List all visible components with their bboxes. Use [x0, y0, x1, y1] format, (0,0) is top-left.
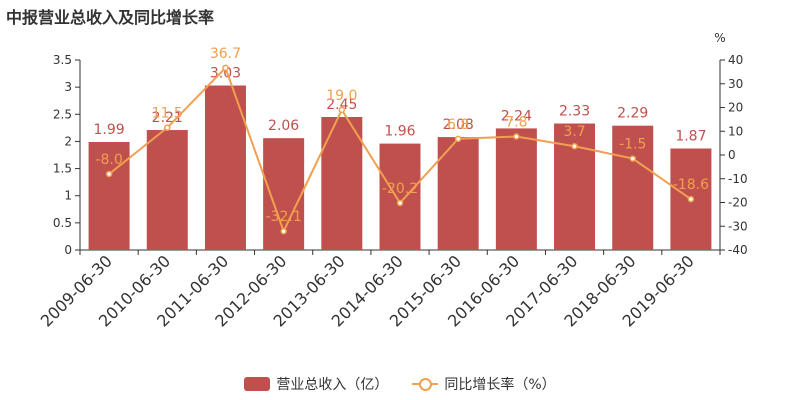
x-tick-labels: 2009-06-302010-06-302011-06-302012-06-30… — [37, 251, 698, 330]
bar-value-label: 3.03 — [210, 66, 241, 82]
bar-value-label: 2.08 — [443, 117, 474, 133]
line-point — [396, 199, 404, 207]
line-value-label: -8.0 — [95, 152, 122, 168]
legend-label-revenue: 营业总收入（亿） — [276, 377, 389, 393]
bar-value-label: 2.33 — [559, 104, 590, 120]
line-value-label: -18.6 — [673, 177, 709, 193]
y-left-tick-label: 0.5 — [53, 216, 72, 230]
line-point — [338, 106, 346, 114]
line-value-label: -1.5 — [619, 137, 646, 153]
line-data-labels: -8.0 11.5 36.7 -32.1 19.0 -20.2 6.8 7.8 3.7 -1.5 -… — [95, 46, 709, 225]
line-point — [164, 124, 171, 131]
bar — [495, 128, 537, 250]
y-right-tick-label: 10 — [728, 124, 743, 138]
bar-value-label: 2.06 — [268, 118, 299, 134]
bar-data-labels: 1.99 2.21 3.03 2.06 2.45 1.96 2.08 2.24 2.33 2.29… — [94, 66, 707, 145]
legend-item-revenue[interactable]: 营业总收入（亿） — [244, 374, 388, 394]
line-value-label: 36.7 — [210, 46, 241, 62]
bar-value-label: 1.87 — [675, 128, 706, 144]
bar-series — [88, 85, 712, 250]
y-left-tick-label: 1 — [64, 189, 72, 203]
bar — [204, 85, 246, 250]
y-right-tick-label: -10 — [728, 172, 748, 186]
bar — [612, 125, 654, 250]
y-right-tick-label: -30 — [728, 219, 748, 233]
legend-swatch-revenue — [244, 377, 271, 391]
bar — [321, 117, 363, 250]
bar — [88, 141, 130, 250]
bar — [554, 123, 596, 250]
bar-value-label: 2.21 — [152, 110, 183, 126]
legend-label-growth: 同比增长率（%） — [444, 377, 556, 393]
y-right-tick-label: -20 — [728, 196, 748, 210]
bar — [146, 130, 188, 250]
y-right-tick-label: 40 — [728, 53, 743, 67]
line-value-label: 11.5 — [152, 106, 183, 122]
y-right-tick-label: -40 — [728, 243, 748, 257]
y-left-tick-label: 2.5 — [53, 107, 72, 121]
y-right-tick-label: 0 — [728, 148, 736, 162]
y-right-tick-label: 30 — [728, 77, 743, 91]
line-point — [280, 227, 287, 235]
bar-value-label: 1.99 — [94, 122, 125, 138]
line-value-label: 7.8 — [505, 114, 527, 130]
line-series — [105, 64, 695, 235]
line-value-label: 3.7 — [563, 124, 585, 140]
line-point — [629, 155, 636, 162]
line-value-label: -32.1 — [266, 209, 302, 225]
line-point — [571, 142, 578, 150]
page-title: 中报营业总收入及同比增长率 — [6, 8, 215, 27]
legend-swatch-growth — [412, 377, 439, 391]
line-point — [454, 135, 462, 143]
y-left-tick-label: 0 — [64, 243, 72, 257]
legend-item-growth[interactable]: 同比增长率（%） — [412, 374, 556, 394]
line-point — [105, 170, 113, 178]
line-point — [687, 195, 695, 203]
bar-value-label: 2.45 — [326, 97, 357, 113]
bar — [437, 137, 479, 250]
line-point — [222, 64, 229, 72]
y-right-unit-label: % — [714, 31, 725, 45]
y-left-tick-label: 3.5 — [53, 53, 72, 67]
bar-value-label: 2.29 — [617, 106, 648, 122]
bar — [379, 143, 421, 250]
y-left-tick-label: 3 — [64, 80, 72, 94]
line-value-label: 6.8 — [447, 117, 469, 133]
y-left-tick-label: 1.5 — [53, 162, 72, 176]
bar-value-label: 1.96 — [384, 124, 415, 140]
y-left-tick-label: 2 — [64, 134, 72, 148]
legend: 营业总收入（亿） 同比增长率（%） — [0, 374, 800, 394]
line-point — [513, 133, 520, 140]
y-right-tick-label: 20 — [728, 101, 743, 115]
line-value-label: -20.2 — [382, 181, 418, 197]
bar-value-label: 2.24 — [501, 108, 532, 124]
line-value-label: 19.0 — [326, 88, 357, 104]
